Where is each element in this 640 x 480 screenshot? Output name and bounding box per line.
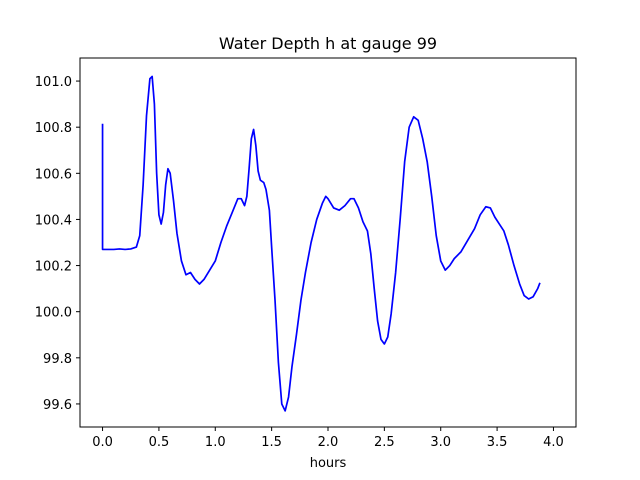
x-tick-label: 0.5: [149, 435, 170, 450]
y-tick-label: 100.6: [35, 167, 72, 182]
y-tick-label: 99.6: [43, 398, 72, 413]
y-tick-label: 100.0: [35, 306, 72, 321]
y-tick-label: 101.0: [35, 75, 72, 90]
x-tick-label: 0.0: [92, 435, 113, 450]
x-tick-label: 1.5: [261, 435, 282, 450]
y-tick-label: 100.2: [35, 260, 72, 275]
x-tick-label: 3.5: [487, 435, 508, 450]
y-tick-label: 99.8: [43, 352, 72, 367]
x-tick-label: 4.0: [543, 435, 564, 450]
chart-title: Water Depth h at gauge 99: [219, 34, 437, 53]
series-line: [101, 75, 541, 412]
x-axis: 0.0 0.5 1.0 1.5 2.0 2.5 3.0 3.5 4.0: [92, 427, 564, 450]
x-tick-label: 1.0: [205, 435, 226, 450]
y-tick-label: 100.4: [35, 213, 72, 228]
y-axis: 99.6 99.8 100.0 100.2 100.4 100.6 100.8 101.0: [35, 75, 80, 413]
x-axis-label: hours: [310, 456, 347, 471]
x-tick-label: 2.0: [318, 435, 339, 450]
y-tick-label: 100.8: [35, 121, 72, 136]
plot-content: [101, 75, 541, 412]
x-tick-label: 3.0: [430, 435, 451, 450]
x-tick-label: 2.5: [374, 435, 395, 450]
